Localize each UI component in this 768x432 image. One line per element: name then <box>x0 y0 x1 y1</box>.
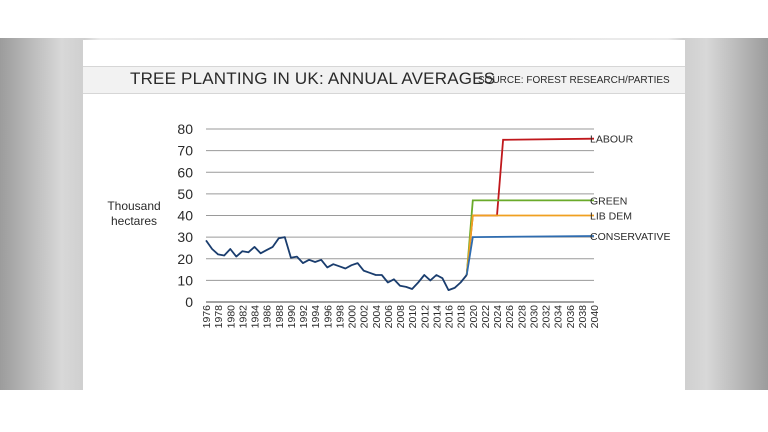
x-tick-label: 2010 <box>407 305 419 329</box>
x-tick-label: 2014 <box>431 305 443 329</box>
x-tick-label: 2036 <box>565 305 577 329</box>
x-tick-label: 1978 <box>213 305 225 329</box>
x-tick-label: 2000 <box>347 305 359 329</box>
series-label: GREEN <box>590 195 627 207</box>
x-tick-label: 2020 <box>468 305 480 329</box>
x-tick-label: 2030 <box>528 305 540 329</box>
y-axis-label: Thousand hectares <box>100 199 168 229</box>
x-tick-label: 1996 <box>322 305 334 329</box>
x-tick-label: 1980 <box>225 305 237 329</box>
x-tick-label: 2028 <box>516 305 528 329</box>
y-tick-label: 40 <box>177 208 193 224</box>
y-axis-label-line1: Thousand <box>107 199 161 213</box>
x-tick-label: 2034 <box>553 305 565 329</box>
x-tick-label: 1992 <box>298 305 310 329</box>
y-tick-label: 50 <box>177 186 193 202</box>
x-tick-label: 2006 <box>383 305 395 329</box>
x-tick-label: 1986 <box>262 305 274 329</box>
x-tick-label: 1994 <box>310 305 322 329</box>
x-tick-label: 2004 <box>371 305 383 329</box>
x-tick-label: 2016 <box>444 305 456 329</box>
series-label: LABOUR <box>590 134 634 146</box>
series-label: CONSERVATIVE <box>590 231 671 243</box>
x-tick-label: 2040 <box>589 305 601 329</box>
y-tick-label: 0 <box>185 294 193 310</box>
y-tick-label: 30 <box>177 229 193 245</box>
series-label: LIB DEM <box>590 211 632 223</box>
source-credit: SOURCE: FOREST RESEARCH/PARTIES <box>478 75 670 86</box>
series-line-labour <box>465 137 595 276</box>
y-tick-label: 10 <box>177 272 193 288</box>
x-tick-label: 2038 <box>577 305 589 329</box>
y-tick-label: 70 <box>177 143 193 159</box>
y-tick-label: 20 <box>177 251 193 267</box>
x-tick-label: 2008 <box>395 305 407 329</box>
x-tick-label: 2026 <box>504 305 516 329</box>
series-line-historical <box>205 236 468 292</box>
x-tick-label: 1988 <box>274 305 286 329</box>
y-tick-label: 80 <box>177 121 193 137</box>
x-tick-label: 1982 <box>237 305 249 329</box>
x-tick-label: 2024 <box>492 305 504 329</box>
x-tick-label: 1984 <box>250 305 262 329</box>
x-tick-label: 2002 <box>359 305 371 329</box>
x-tick-label: 2012 <box>419 305 431 329</box>
y-tick-label: 60 <box>177 164 193 180</box>
series-line-conservative <box>465 235 595 276</box>
x-tick-label: 1998 <box>334 305 346 329</box>
title-bar <box>83 66 685 94</box>
x-tick-label: 1976 <box>201 305 213 329</box>
x-tick-label: 2018 <box>456 305 468 329</box>
chart-title: TREE PLANTING IN UK: ANNUAL AVERAGES <box>130 69 496 88</box>
y-axis-label-line2: hectares <box>110 214 158 228</box>
series-line-lib-dem <box>465 214 594 276</box>
x-tick-label: 2032 <box>541 305 553 329</box>
x-tick-label: 1990 <box>286 305 298 329</box>
x-tick-label: 2022 <box>480 305 492 329</box>
